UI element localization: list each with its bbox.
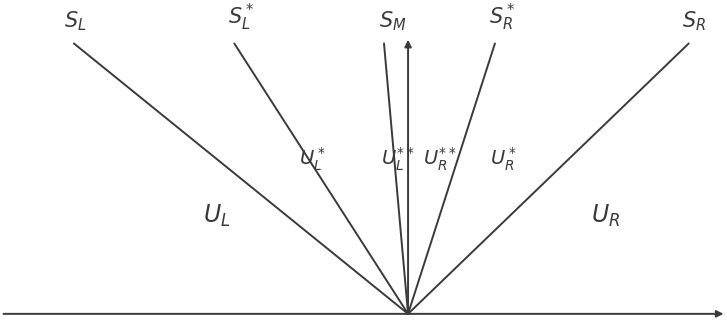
Text: $U_R^{**}$: $U_R^{**}$ bbox=[423, 146, 457, 173]
Text: $U_R$: $U_R$ bbox=[591, 203, 620, 229]
Text: $U_R^*$: $U_R^*$ bbox=[490, 146, 517, 173]
Text: $S_L^*$: $S_L^*$ bbox=[228, 2, 254, 33]
Text: $S_L$: $S_L$ bbox=[64, 10, 87, 33]
Text: $U_L^*$: $U_L^*$ bbox=[300, 146, 326, 173]
Text: $S_R^*$: $S_R^*$ bbox=[489, 2, 515, 33]
Text: $S_R$: $S_R$ bbox=[683, 10, 707, 33]
Text: $S_M$: $S_M$ bbox=[379, 10, 406, 33]
Text: $U_L^{**}$: $U_L^{**}$ bbox=[381, 146, 414, 173]
Text: $U_L$: $U_L$ bbox=[204, 203, 231, 229]
